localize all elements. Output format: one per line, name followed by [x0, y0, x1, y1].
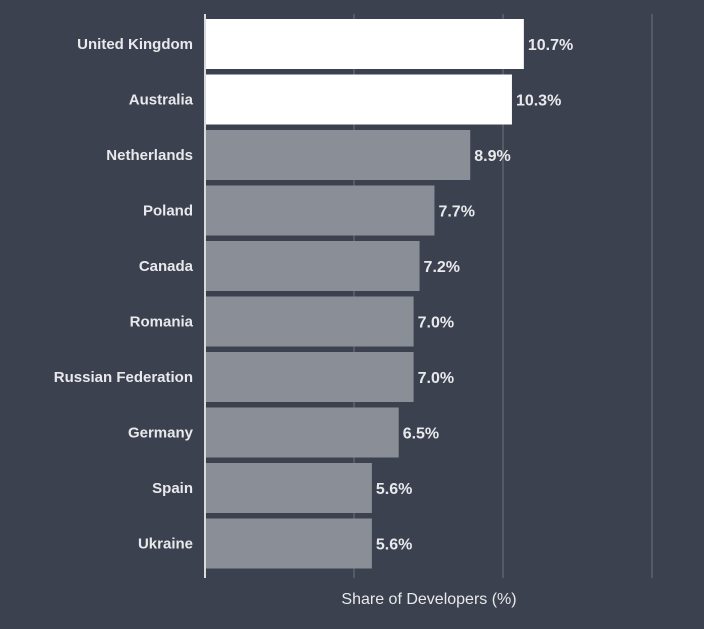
value-label-5: 7.0%	[418, 315, 454, 332]
value-label-3: 7.7%	[438, 204, 474, 221]
category-label-0: United Kingdom	[77, 36, 193, 53]
category-label-9: Ukraine	[138, 536, 193, 553]
bar-5	[205, 296, 414, 347]
bar-6	[205, 352, 414, 402]
category-label-3: Poland	[143, 203, 193, 220]
x-axis-title: Share of Developers (%)	[341, 591, 516, 608]
value-label-6: 7.0%	[418, 370, 454, 387]
value-labels: 10.7% 10.3% 8.9% 7.7% 7.2% 7.0% 7.0% 6.5% 5.6% 5.…	[376, 37, 573, 554]
bar-4	[205, 241, 420, 291]
bars	[205, 19, 524, 569]
category-label-5: Romania	[130, 314, 194, 331]
category-label-8: Spain	[152, 480, 193, 497]
value-label-2: 8.9%	[474, 148, 510, 165]
category-label-7: Germany	[128, 425, 194, 442]
bar-9	[205, 518, 372, 569]
value-label-4: 7.2%	[424, 259, 460, 276]
bar-7	[205, 407, 399, 458]
value-label-8: 5.6%	[376, 481, 412, 498]
bar-3	[205, 185, 435, 236]
bar-8	[205, 463, 372, 513]
value-label-7: 6.5%	[403, 426, 439, 443]
category-labels: United Kingdom Australia Netherlands Poland…	[54, 36, 194, 553]
value-label-0: 10.7%	[528, 37, 573, 54]
category-label-1: Australia	[129, 92, 194, 109]
value-label-9: 5.6%	[376, 537, 412, 554]
bar-1	[205, 74, 512, 125]
value-label-1: 10.3%	[516, 93, 561, 110]
bar-2	[205, 130, 471, 180]
category-label-4: Canada	[139, 258, 194, 275]
category-label-6: Russian Federation	[54, 369, 193, 386]
bar-0	[205, 19, 524, 69]
category-label-2: Netherlands	[106, 147, 193, 164]
